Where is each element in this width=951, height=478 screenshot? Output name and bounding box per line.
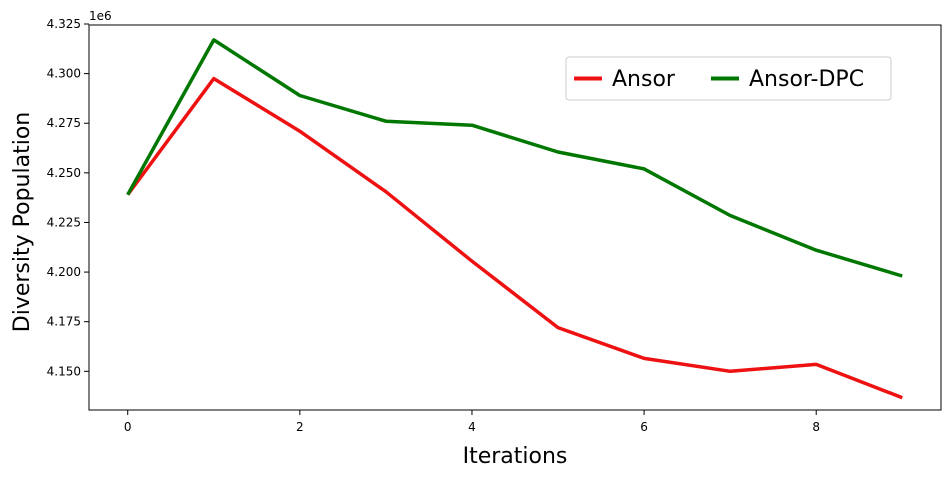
y-tick-label: 4.250 xyxy=(47,166,81,180)
series-line-ansor xyxy=(126,76,903,400)
y-axis-offset-label: 1e6 xyxy=(89,9,112,23)
y-tick-label: 4.300 xyxy=(47,67,81,81)
y-tick-label: 4.200 xyxy=(47,265,81,279)
x-tick-label: 4 xyxy=(468,420,476,434)
x-axis: 0 2 4 6 8 xyxy=(124,410,820,434)
y-tick-label: 4.150 xyxy=(47,364,81,378)
x-tick-label: 6 xyxy=(640,420,648,434)
y-tick-label: 4.275 xyxy=(47,116,81,130)
y-axis: 4.150 4.175 4.200 4.225 4.250 4.275 4.300 4.325 xyxy=(47,17,89,378)
y-tick-label: 4.225 xyxy=(47,215,81,229)
x-tick-label: 8 xyxy=(812,420,820,434)
series-line-ansor-dpc xyxy=(126,38,903,278)
legend-label-ansor: Ansor xyxy=(612,67,676,92)
x-axis-label: Iterations xyxy=(463,444,568,469)
plot-frame xyxy=(88,24,942,411)
plot-lines xyxy=(126,38,903,400)
x-tick-label: 2 xyxy=(296,420,304,434)
y-tick-label: 4.325 xyxy=(47,17,81,31)
legend-label-ansor-dpc: Ansor-DPC xyxy=(749,67,864,92)
y-tick-label: 4.175 xyxy=(47,315,81,329)
x-tick-label: 0 xyxy=(124,420,132,434)
legend: Ansor Ansor-DPC xyxy=(565,56,892,101)
y-axis-label: Diversity Population xyxy=(10,112,35,332)
